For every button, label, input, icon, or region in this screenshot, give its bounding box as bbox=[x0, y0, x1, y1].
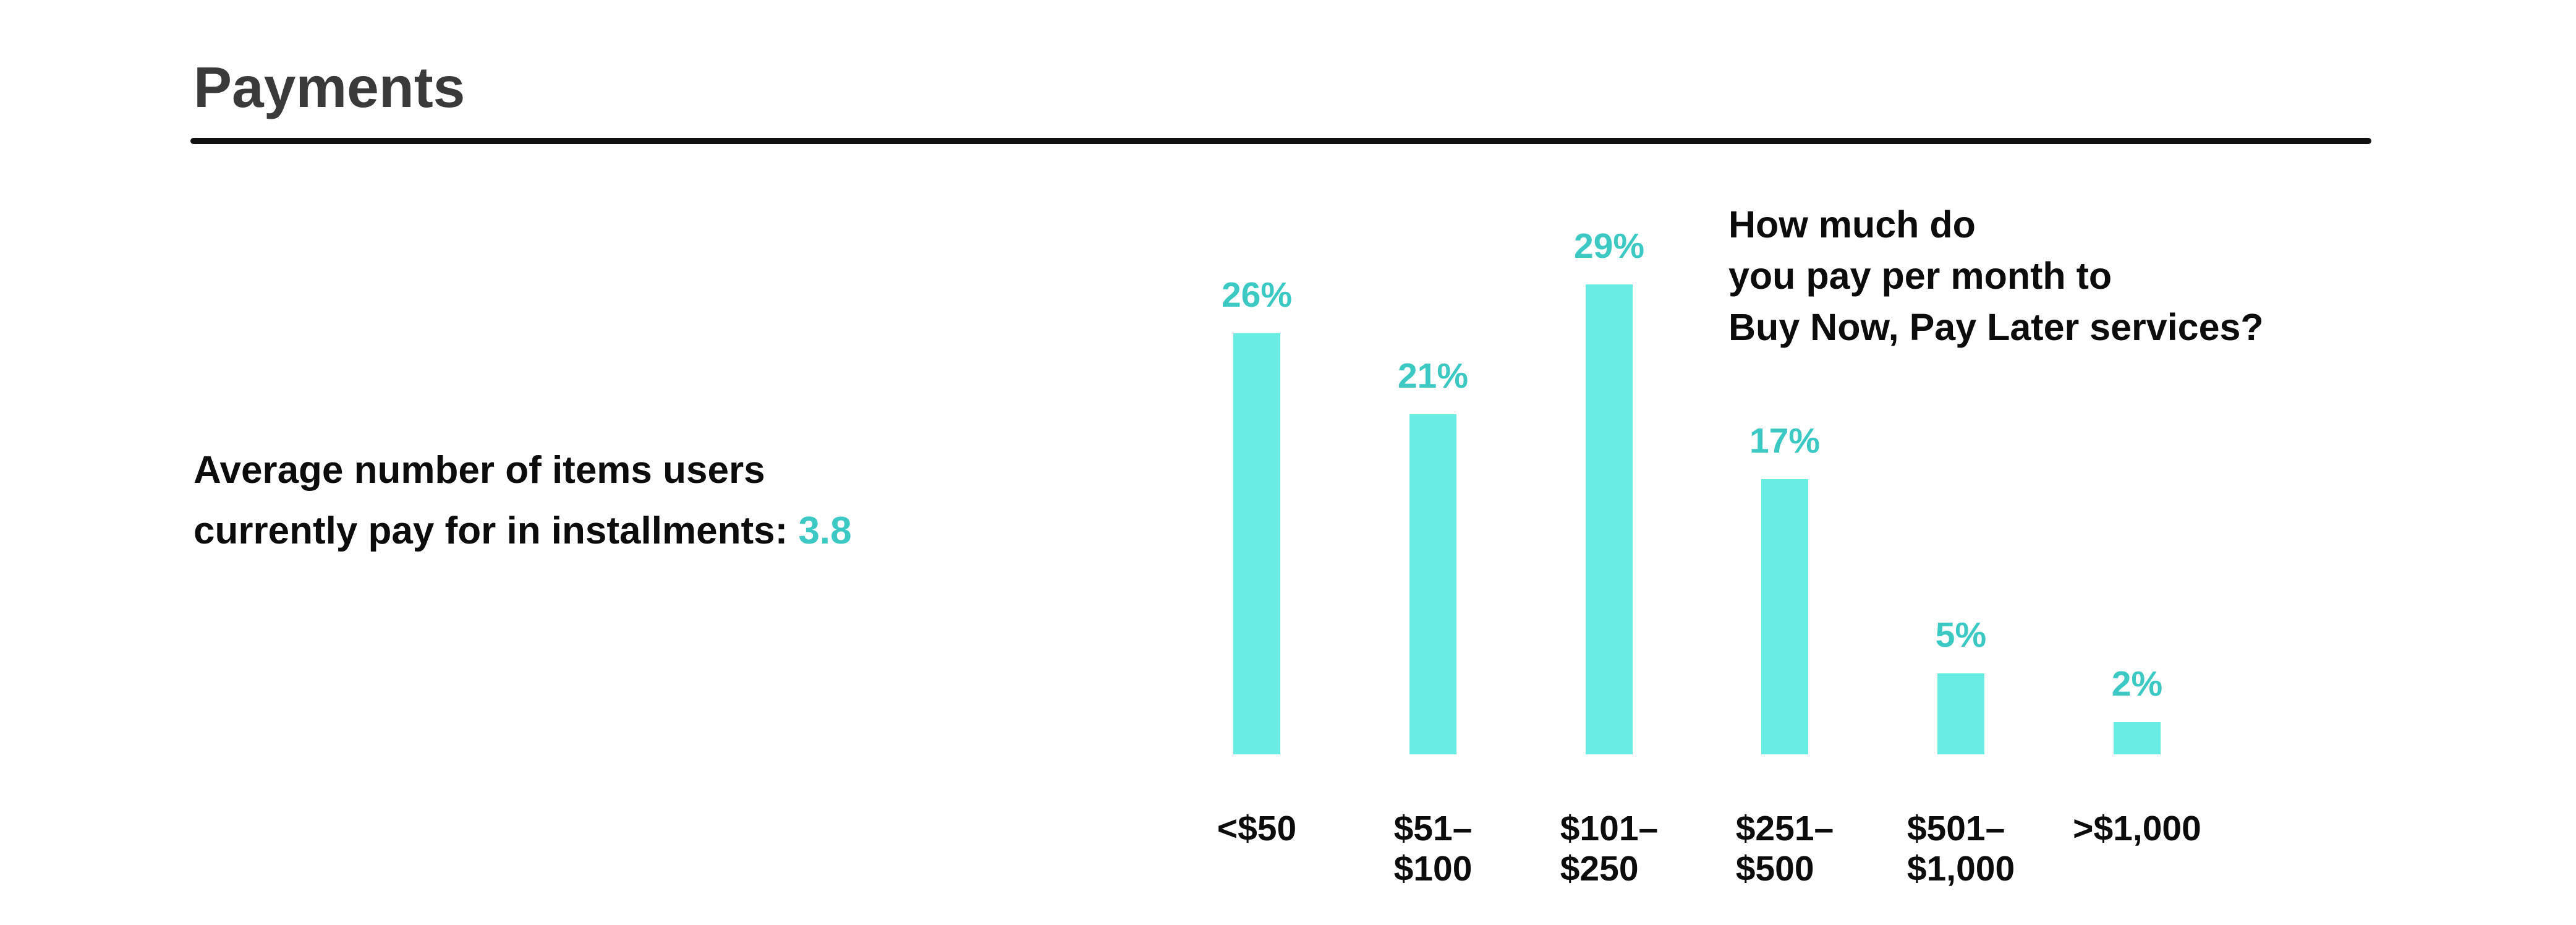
stat-line2: currently pay for in installments: bbox=[193, 509, 799, 552]
bar bbox=[2114, 722, 2161, 754]
chart-question-title: How much do you pay per month to Buy Now… bbox=[1728, 203, 2264, 348]
bar-category-label: $101– $250 bbox=[1486, 809, 1733, 889]
bar-category-label-text: >$1,000 bbox=[2073, 809, 2201, 848]
bar-category-label-text: <$50 bbox=[1217, 809, 1297, 848]
bar-category-label: $251– $500 bbox=[1661, 809, 1908, 889]
bar-value-label: 29% bbox=[1573, 226, 1645, 266]
bar bbox=[1761, 479, 1808, 754]
stat-line1: Average number of items users bbox=[193, 449, 765, 492]
bar bbox=[1937, 673, 1984, 754]
bar-category-label: $501– $1,000 bbox=[1837, 809, 2085, 889]
bar-category-label-text: $251– $500 bbox=[1735, 809, 1834, 889]
bar-category-label-text: $101– $250 bbox=[1560, 809, 1659, 889]
bar-chart: 26% <$50 21% $51– $100 29% $101– $250 17% $251–… bbox=[0, 204, 2576, 925]
bar bbox=[1233, 333, 1280, 754]
bar-value-label: 17% bbox=[1749, 421, 1821, 461]
title-underline-rule bbox=[190, 138, 2371, 144]
bar-value-label: 21% bbox=[1397, 356, 1469, 396]
bar-value-label: 26% bbox=[1221, 275, 1293, 315]
bar bbox=[1409, 414, 1456, 754]
bar-value-label: 2% bbox=[2111, 664, 2163, 704]
bar-category-label: $51– $100 bbox=[1309, 809, 1557, 889]
bar-category-label-text: $501– $1,000 bbox=[1906, 809, 2015, 889]
bar-category-label-text: $51– $100 bbox=[1393, 809, 1473, 889]
stat-value: 3.8 bbox=[798, 509, 852, 552]
page-title: Payments bbox=[193, 55, 465, 119]
bar-category-label: >$1,000 bbox=[2013, 809, 2261, 849]
bar-category-label: <$50 bbox=[1133, 809, 1380, 849]
bar bbox=[1586, 284, 1633, 754]
average-items-stat: Average number of items users currently p… bbox=[193, 440, 852, 561]
bar-value-label: 5% bbox=[1935, 615, 1987, 655]
